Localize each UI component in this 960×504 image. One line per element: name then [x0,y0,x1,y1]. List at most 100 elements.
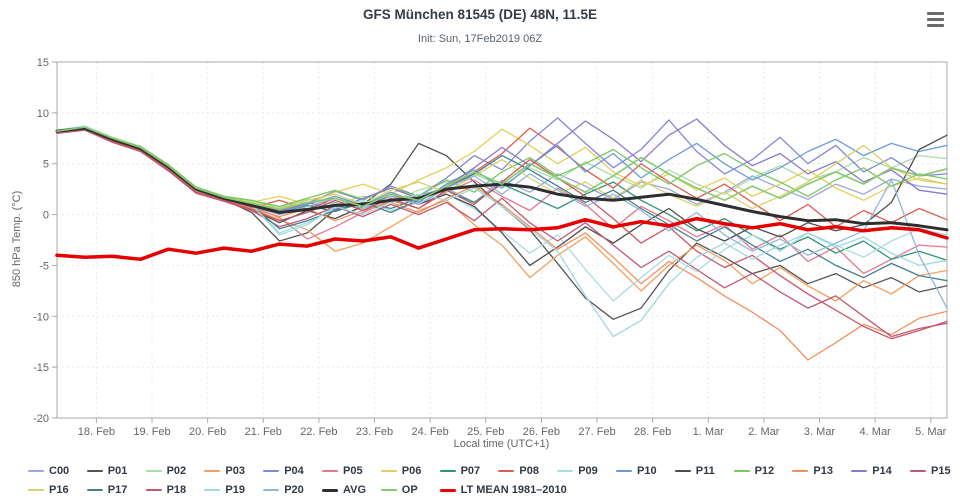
hamburger-icon [926,11,944,15]
legend-swatch [616,470,632,472]
series-line-P13[interactable] [56,127,948,361]
hamburger-icon [926,17,944,21]
legend-item-P19[interactable]: P19 [204,482,245,498]
legend-swatch [557,470,574,472]
plot-area: 15 10 5 0 -5 -10 -15 -20 18. Feb 19. Feb 20. Feb 21… [33,57,949,438]
legend-swatch [204,489,221,491]
legend-label: P14 [872,465,892,477]
series-line-P02[interactable] [56,125,948,209]
legend-item-P14[interactable]: P14 [851,463,892,479]
legend-label: P06 [401,465,422,477]
legend-label: P11 [695,465,715,477]
legend-item-OP[interactable]: OP [380,482,418,498]
legend-item-P05[interactable]: P05 [322,463,363,479]
legend-label: P03 [225,465,245,477]
legend-label: P17 [107,484,128,496]
legend-label: P02 [166,465,187,477]
legend-item-P03[interactable]: P03 [204,463,245,479]
x-tick-label: 21. Feb [245,426,282,438]
legend-item-P04[interactable]: P04 [263,463,304,479]
legend-item-P08[interactable]: P08 [498,463,539,479]
legend-label: P07 [460,465,481,477]
series-line-P12[interactable] [56,126,948,208]
legend-label: P13 [813,465,833,477]
y-tick-label: -5 [39,260,49,272]
legend-label: P15 [931,465,951,477]
x-axis-title: Local time (UTC+1) [453,438,550,450]
legend-swatch [86,470,103,472]
legend-swatch [792,470,809,472]
x-tick-label: 4. Mar [860,426,892,438]
series-line-OP[interactable] [56,126,948,211]
legend-swatch [439,470,456,472]
legend-item-P06[interactable]: P06 [380,463,422,479]
legend-item-P02[interactable]: P02 [145,463,187,479]
series-line-LT-MEAN-1981–2010[interactable] [55,216,949,262]
y-tick-label: 0 [43,210,49,222]
legend-item-P17[interactable]: P17 [86,482,128,498]
legend-swatch [851,470,868,472]
y-tick-label: 5 [43,159,49,171]
x-tick-label: 19. Feb [133,426,170,438]
legend-item-P12[interactable]: P12 [733,463,775,479]
y-tick-label: -10 [33,311,49,323]
legend-label: P05 [343,465,363,477]
x-tick-label: 20. Feb [189,426,226,438]
x-tick-label: 23. Feb [356,426,393,438]
legend-item-LT-MEAN-1981–2010[interactable]: LT MEAN 1981–2010 [439,482,567,498]
legend-item-P11[interactable]: P11 [674,463,715,479]
legend-swatch [322,488,338,492]
legend-label: P12 [754,465,775,477]
legend-swatch [204,470,221,472]
legend-item-AVG[interactable]: AVG [322,482,366,498]
legend-item-P15[interactable]: P15 [910,463,951,479]
series-line-P04[interactable] [56,117,948,213]
legend-label: P04 [284,465,304,477]
legend-label: P10 [637,465,657,477]
chart-subtitle: Init: Sun, 17Feb2019 06Z [417,33,543,45]
legend-swatch [28,470,44,472]
x-tick-label: 3. Mar [804,426,836,438]
chart-context-menu-button[interactable] [922,8,948,30]
legend-swatch [910,470,926,472]
legend-swatch [322,470,338,472]
legend-item-P01[interactable]: P01 [86,463,128,479]
series-line-P08[interactable] [56,127,948,228]
legend-label: P09 [578,465,598,477]
legend-item-C00[interactable]: C00 [28,463,69,479]
x-tick-label: 2. Mar [748,426,780,438]
legend-swatch [145,470,162,472]
plot-border [56,61,948,419]
legend-item-P13[interactable]: P13 [792,463,833,479]
legend-swatch [674,470,691,472]
x-tick-label: 18. Feb [78,426,115,438]
series-line-P09[interactable] [56,125,948,302]
legend-item-P07[interactable]: P07 [439,463,481,479]
legend-swatch [145,489,162,491]
y-tick-label: -15 [33,362,49,374]
legend-label: C00 [49,465,70,477]
legend-item-P10[interactable]: P10 [616,463,657,479]
legend-label: P20 [284,484,304,496]
legend-label: LT MEAN 1981–2010 [460,484,567,496]
legend-label: OP [401,484,418,496]
series-line-P15[interactable] [56,129,948,338]
legend-swatch [439,488,456,492]
legend-swatch [28,489,44,491]
legend-label: P19 [225,484,245,496]
legend-swatch [263,489,280,491]
chart-title: GFS München 81545 (DE) 48N, 11.5E [362,7,598,22]
x-tick-label: 24. Feb [411,426,448,438]
legend-item-P20[interactable]: P20 [263,482,304,498]
legend-label: P01 [107,465,128,477]
legend-item-P18[interactable]: P18 [145,482,187,498]
legend-swatch [380,489,397,491]
legend-item-P09[interactable]: P09 [557,463,598,479]
series-line-P18[interactable] [56,128,948,340]
y-axis-title: 850 hPa Temp. (°C) [11,190,23,288]
legend-label: P18 [166,484,187,496]
legend-item-P16[interactable]: P16 [28,482,69,498]
legend-swatch [498,470,515,472]
x-tick-label: 25. Feb [467,426,504,438]
